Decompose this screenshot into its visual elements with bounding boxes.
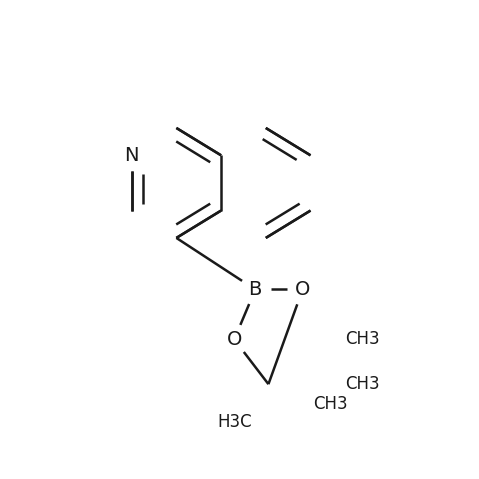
Text: B: B [249,280,262,299]
Text: H3C: H3C [217,413,251,431]
Text: O: O [295,280,310,299]
Text: CH3: CH3 [313,395,348,413]
Text: CH3: CH3 [345,375,379,393]
Text: N: N [125,146,139,165]
Text: O: O [227,330,242,349]
Text: CH3: CH3 [345,331,379,348]
